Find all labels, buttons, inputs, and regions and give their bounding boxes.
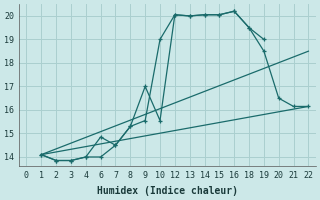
X-axis label: Humidex (Indice chaleur): Humidex (Indice chaleur) — [97, 186, 238, 196]
